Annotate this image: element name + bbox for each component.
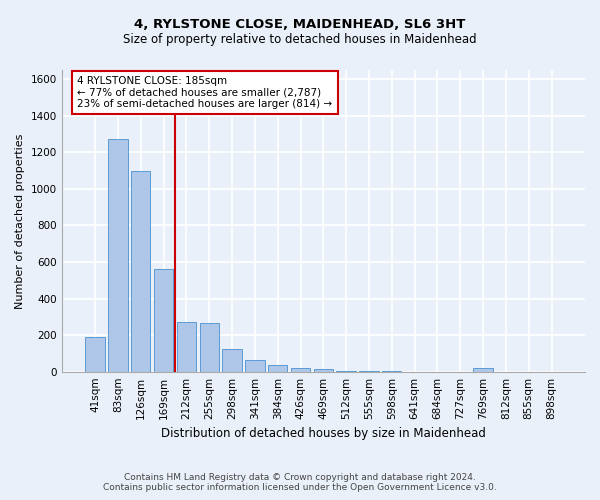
Text: Contains public sector information licensed under the Open Government Licence v3: Contains public sector information licen… [103,484,497,492]
Text: Size of property relative to detached houses in Maidenhead: Size of property relative to detached ho… [123,32,477,46]
Bar [291,368,310,372]
Bar [108,140,128,372]
Bar [268,366,287,372]
Bar [85,337,105,372]
Bar [337,371,356,372]
Bar [154,270,173,372]
Y-axis label: Number of detached properties: Number of detached properties [15,133,25,308]
Text: 4, RYLSTONE CLOSE, MAIDENHEAD, SL6 3HT: 4, RYLSTONE CLOSE, MAIDENHEAD, SL6 3HT [134,18,466,30]
Bar [473,368,493,372]
Bar [314,369,333,372]
Bar [131,170,151,372]
Bar [223,349,242,372]
Text: Contains HM Land Registry data © Crown copyright and database right 2024.: Contains HM Land Registry data © Crown c… [124,472,476,482]
X-axis label: Distribution of detached houses by size in Maidenhead: Distribution of detached houses by size … [161,427,486,440]
Text: 4 RYLSTONE CLOSE: 185sqm
← 77% of detached houses are smaller (2,787)
23% of sem: 4 RYLSTONE CLOSE: 185sqm ← 77% of detach… [77,76,332,109]
Bar [359,371,379,372]
Bar [200,323,219,372]
Bar [245,360,265,372]
Bar [177,322,196,372]
